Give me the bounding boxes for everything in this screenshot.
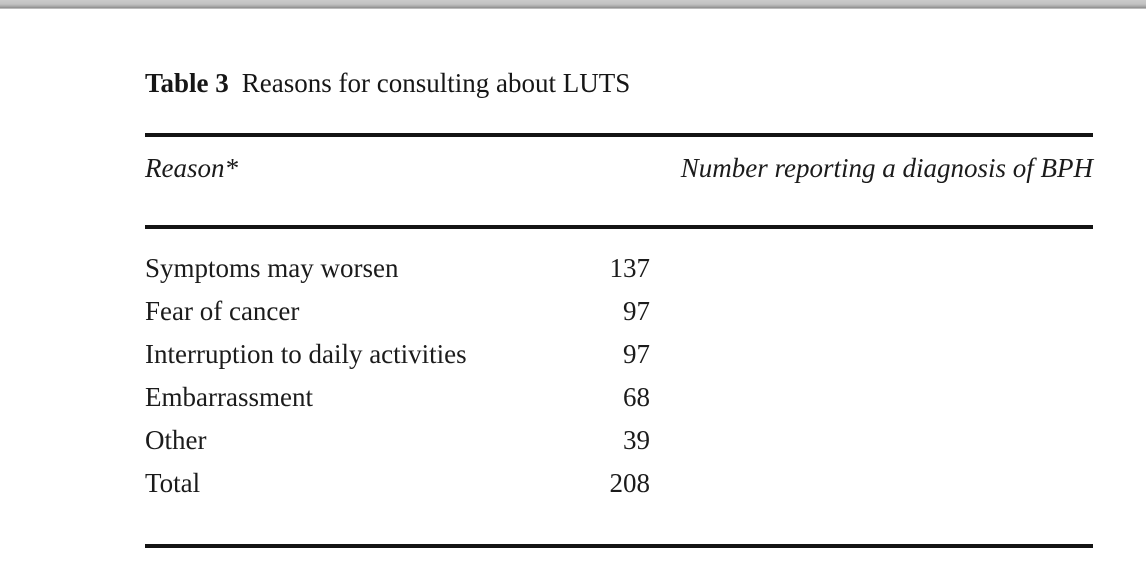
table-row: Fear of cancer 97	[145, 290, 1093, 333]
reason-cell: Fear of cancer	[145, 296, 300, 326]
table-title-label: Table 3	[145, 68, 229, 98]
table-row: Other 39	[145, 419, 1093, 462]
table-rule-top	[145, 133, 1093, 137]
reason-cell: Symptoms may worsen	[145, 253, 399, 283]
reason-cell: Other	[145, 425, 207, 455]
value-cell: 208	[609, 468, 651, 498]
reason-cell: Embarrassment	[145, 382, 313, 412]
value-cell: 97	[623, 339, 650, 369]
value-cell: 137	[609, 253, 651, 283]
column-header-number: Number reporting a diagnosis of BPH	[680, 153, 1093, 183]
value-cell: 97	[623, 296, 650, 326]
window-chrome-strip	[0, 0, 1146, 9]
table-rule-header	[145, 225, 1093, 229]
reason-cell: Interruption to daily activities	[145, 339, 467, 369]
table-title: Table 3 Reasons for consulting about LUTS	[145, 68, 630, 98]
column-header-reason: Reason*	[145, 153, 238, 183]
table-rule-bottom	[145, 544, 1093, 548]
table-row: Embarrassment 68	[145, 376, 1093, 419]
table-body: Symptoms may worsen 137 Fear of cancer 9…	[145, 247, 1093, 505]
reason-cell: Total	[145, 468, 201, 498]
value-cell: 68	[623, 382, 650, 412]
table-row: Symptoms may worsen 137	[145, 247, 1093, 290]
table-row: Total 208	[145, 462, 1093, 505]
table-row: Interruption to daily activities 97	[145, 333, 1093, 376]
value-cell: 39	[623, 425, 650, 455]
table-title-text: Reasons for consulting about LUTS	[241, 68, 631, 98]
